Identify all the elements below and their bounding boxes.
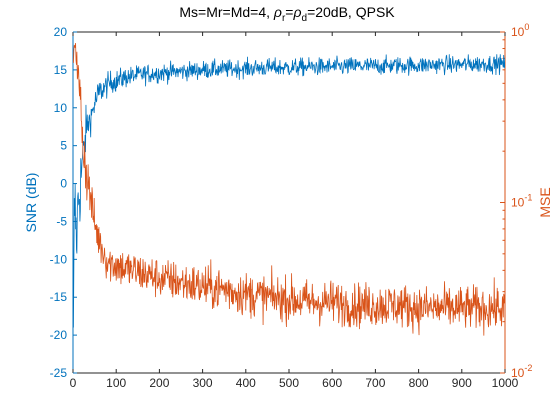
snr-series-line: [73, 54, 505, 328]
left-y-tick-label: 0: [60, 177, 67, 191]
right-y-axis-label: MSE: [537, 187, 553, 217]
left-y-tick-label: -10: [50, 252, 68, 266]
x-tick-label: 1000: [492, 376, 519, 390]
right-y-tick-label: 10-2: [511, 363, 532, 380]
left-y-tick-label: 5: [60, 139, 67, 153]
x-axis-ticks: 0 100 200 300 400 500 600 700 800 900 1000: [70, 32, 519, 390]
x-tick-label: 700: [365, 376, 385, 390]
right-y-tick-label: 100: [511, 22, 529, 39]
x-tick-label: 600: [322, 376, 342, 390]
x-tick-label: 300: [193, 376, 213, 390]
left-y-axis-ticks: -25 -20 -15 -10 -5 0 5 10 15 20: [50, 25, 77, 380]
left-y-axis-label: SNR (dB): [23, 173, 39, 233]
left-y-tick-label: -20: [50, 328, 68, 342]
mse-series-line: [73, 42, 505, 336]
x-tick-label: 800: [409, 376, 429, 390]
x-tick-label: 200: [149, 376, 169, 390]
left-y-tick-label: -25: [50, 366, 68, 380]
left-y-tick-label: 20: [54, 25, 68, 39]
left-y-tick-label: -15: [50, 290, 68, 304]
right-y-axis-ticks: 10-2 10-1 100: [500, 22, 532, 380]
x-tick-label: 900: [452, 376, 472, 390]
left-y-tick-label: -5: [56, 214, 67, 228]
chart-title: Ms=Mr=Md=4, ρr=ρd=20dB, QPSK: [179, 4, 395, 24]
x-tick-label: 400: [236, 376, 256, 390]
left-y-tick-label: 10: [54, 101, 68, 115]
x-tick-label: 500: [279, 376, 299, 390]
series-layer: [73, 42, 505, 336]
x-tick-label: 0: [70, 376, 77, 390]
right-y-tick-label: 10-1: [511, 193, 532, 210]
x-tick-label: 100: [106, 376, 126, 390]
left-y-tick-label: 15: [54, 63, 68, 77]
